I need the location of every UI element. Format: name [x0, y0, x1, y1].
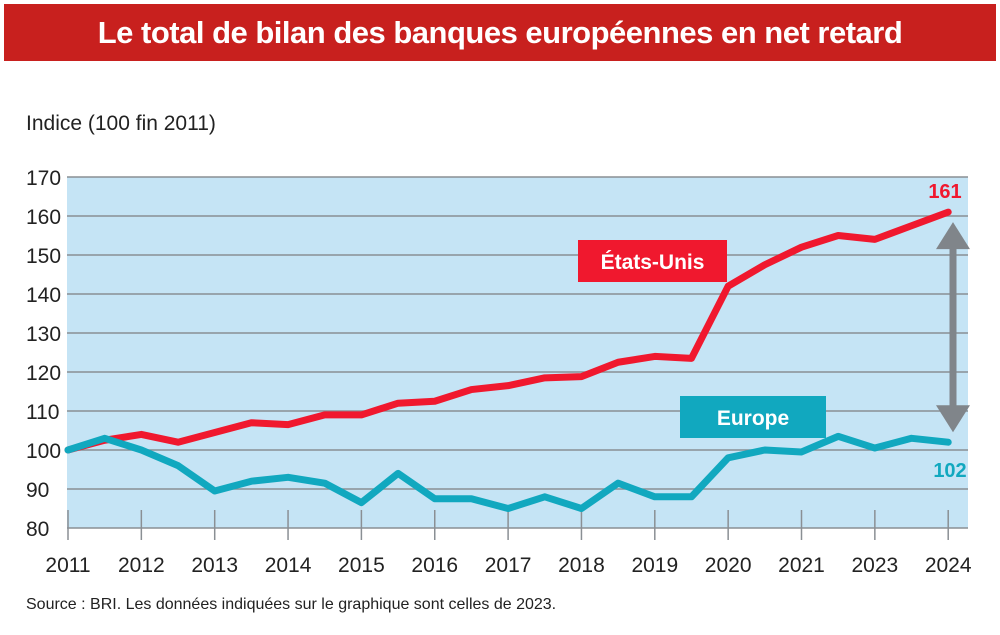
y-tick-label: 80 — [26, 518, 49, 541]
legend-label: États-Unis — [601, 251, 705, 274]
legend-label: Europe — [717, 407, 789, 430]
x-tick-label: 2016 — [411, 554, 458, 577]
x-tick-label: 2014 — [265, 554, 312, 577]
legend-box — [680, 396, 826, 438]
arrow-up-head — [936, 222, 970, 250]
x-tick-label: 2013 — [191, 554, 238, 577]
y-tick-label: 120 — [26, 362, 61, 385]
x-tick-label: 2017 — [485, 554, 532, 577]
end-value-label: 161 — [928, 181, 961, 203]
y-tick-label: 150 — [26, 245, 61, 268]
x-tick-label: 2024 — [925, 554, 972, 577]
x-tick-label: 2018 — [558, 554, 605, 577]
y-axis-label: Indice (100 fin 2011) — [26, 112, 216, 135]
y-tick-label: 100 — [26, 440, 61, 463]
y-tick-label: 130 — [26, 323, 61, 346]
y-tick-label: 110 — [26, 401, 59, 424]
y-tick-label: 140 — [26, 284, 61, 307]
x-tick-label: 2023 — [851, 554, 898, 577]
arrow-down-head — [936, 405, 970, 433]
chart-title: Le total de bilan des banques européenne… — [4, 4, 996, 61]
legend-box — [578, 240, 727, 282]
x-tick-label: 2015 — [338, 554, 385, 577]
x-tick-label: 2011 — [45, 554, 90, 577]
y-tick-label: 90 — [26, 479, 49, 502]
x-tick-label: 2021 — [778, 554, 825, 577]
y-tick-label: 170 — [26, 167, 61, 190]
source-note: Source : BRI. Les données indiquées sur … — [26, 596, 557, 613]
x-tick-label: 2020 — [705, 554, 752, 577]
x-tick-label: 2019 — [631, 554, 678, 577]
x-tick-label: 2012 — [118, 554, 165, 577]
plot-background — [67, 177, 968, 528]
end-value-label: 102 — [933, 460, 966, 482]
y-tick-label: 160 — [26, 206, 61, 229]
